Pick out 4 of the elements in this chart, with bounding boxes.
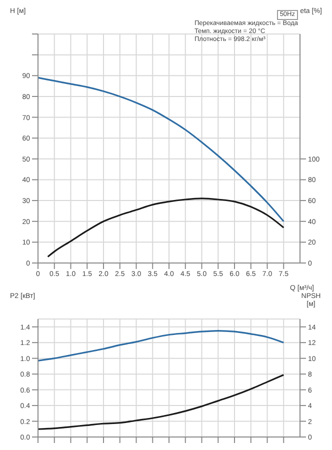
line-series <box>38 76 284 222</box>
line-series <box>47 198 284 258</box>
line-series <box>38 374 284 430</box>
line-series <box>38 330 284 362</box>
